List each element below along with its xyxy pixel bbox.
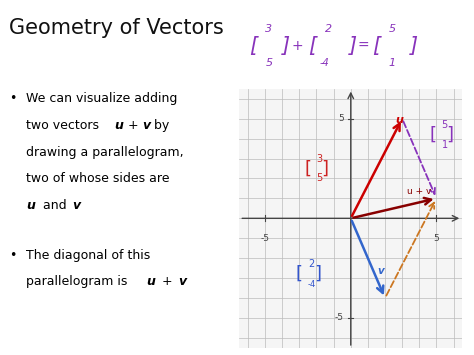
Text: -4: -4 bbox=[308, 280, 316, 289]
Text: drawing a parallelogram,: drawing a parallelogram, bbox=[26, 146, 184, 159]
Text: parallelogram is: parallelogram is bbox=[26, 275, 131, 288]
Text: [: [ bbox=[308, 36, 316, 56]
Text: 2: 2 bbox=[325, 24, 332, 34]
Text: 5: 5 bbox=[442, 120, 448, 130]
Text: 5: 5 bbox=[265, 58, 273, 68]
Text: Geometry of Vectors: Geometry of Vectors bbox=[9, 18, 224, 38]
Text: •: • bbox=[9, 248, 17, 262]
Text: u: u bbox=[146, 275, 155, 288]
Text: 5: 5 bbox=[338, 114, 344, 123]
Text: -5: -5 bbox=[261, 234, 270, 243]
Text: +: + bbox=[292, 39, 303, 53]
Text: ]: ] bbox=[321, 159, 328, 178]
Text: 5: 5 bbox=[389, 24, 396, 34]
Text: [: [ bbox=[372, 36, 380, 56]
Text: ]: ] bbox=[447, 126, 454, 144]
Text: ]: ] bbox=[348, 36, 356, 56]
Text: ]: ] bbox=[282, 36, 290, 56]
Text: +: + bbox=[157, 275, 176, 288]
Text: =: = bbox=[358, 39, 370, 53]
Text: u: u bbox=[395, 115, 403, 125]
Text: 2: 2 bbox=[308, 259, 314, 269]
Text: and: and bbox=[39, 199, 71, 212]
Text: 1: 1 bbox=[389, 58, 396, 68]
Text: -4: -4 bbox=[320, 58, 330, 68]
Text: +: + bbox=[124, 119, 143, 132]
Text: ]: ] bbox=[315, 265, 322, 283]
Text: -5: -5 bbox=[335, 313, 344, 322]
Text: v: v bbox=[72, 199, 81, 212]
Text: •: • bbox=[9, 92, 17, 105]
Text: 5: 5 bbox=[434, 234, 439, 243]
Text: [: [ bbox=[296, 265, 303, 283]
Text: [: [ bbox=[304, 159, 311, 178]
Text: u: u bbox=[26, 199, 35, 212]
Text: 5: 5 bbox=[317, 174, 323, 184]
Text: two of whose sides are: two of whose sides are bbox=[26, 172, 170, 185]
Text: ]: ] bbox=[410, 36, 418, 56]
Text: We can visualize adding: We can visualize adding bbox=[26, 92, 177, 105]
Text: two vectors: two vectors bbox=[26, 119, 103, 132]
Text: u: u bbox=[114, 119, 123, 132]
Text: [: [ bbox=[249, 36, 257, 56]
Text: The diagonal of this: The diagonal of this bbox=[26, 248, 150, 262]
Text: v: v bbox=[178, 275, 186, 288]
Text: 3: 3 bbox=[317, 153, 323, 164]
Text: v: v bbox=[142, 119, 150, 132]
Text: v: v bbox=[377, 266, 384, 276]
Text: 3: 3 bbox=[265, 24, 273, 34]
Text: u + v: u + v bbox=[407, 187, 432, 196]
Text: by: by bbox=[151, 119, 170, 132]
Text: [: [ bbox=[429, 126, 437, 144]
Text: 1: 1 bbox=[442, 140, 448, 149]
